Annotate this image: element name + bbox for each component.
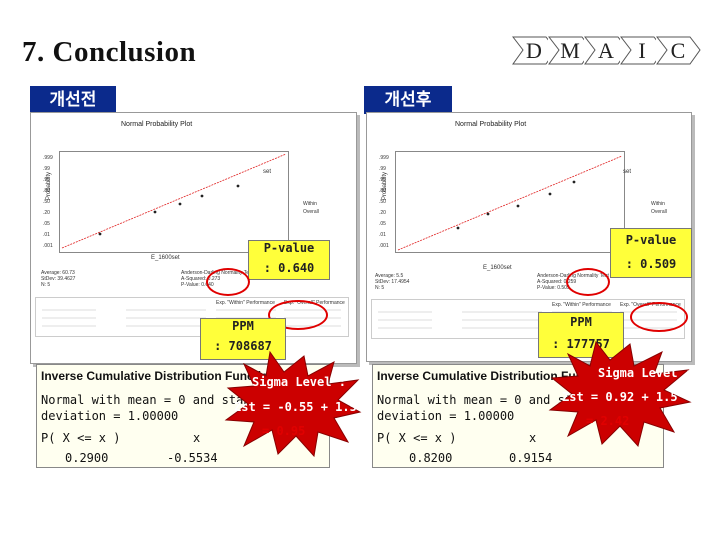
pvalue-callout: P-value : 0.640 [248,240,330,280]
sigma-formula: Zst = 0.92 + 1.5 [562,390,678,404]
x-axis-label: E_1600set [483,265,512,271]
data-point [572,180,576,184]
pvalue-highlight-ring [566,268,610,296]
y-ticks: .999.99.95.80.50.20.05.01.001 [43,155,53,249]
dmaic-step-c: C [656,36,701,65]
plot-title: Normal Probability Plot [121,121,193,128]
x-header: x [529,431,537,445]
data-point [98,232,102,236]
legend-overall: Overall [651,209,667,215]
data-point [178,202,182,206]
p-value-cell: 0.2900 [65,451,109,465]
sigma-formula: Zst = -0.55 + 1.5 [234,400,357,414]
dist-line-2: deviation = 1.00000 [377,409,515,423]
dist-line-1: Normal with mean = 0 and standard [41,393,280,407]
dist-line-2: deviation = 1.00000 [41,409,179,423]
x-value-cell: 0.9154 [509,451,553,465]
px-header: P( X <= x ) [377,431,457,445]
x-value-cell: -0.5534 [167,451,218,465]
stats-block: Average: 60.73 StDev: 39.4627 N: 5 [41,270,76,288]
page-title: 7. Conclusion [22,36,197,68]
legend-within: Within [651,201,665,207]
data-point [516,204,520,208]
dist-title: Inverse Cumulative Distribution Function [41,369,276,383]
ppm-highlight-ring [268,300,328,330]
series-label: set [623,169,632,175]
legend-within: Within [303,201,317,207]
px-header: P( X <= x ) [41,431,121,445]
probability-plot [395,151,625,253]
series-label: set [263,169,272,175]
legend-overall: Overall [303,209,319,215]
dmaic-progress: D M A I C [512,36,712,65]
plot-title: Normal Probability Plot [455,121,527,128]
sigma-label: Sigma Level : [598,366,692,380]
y-ticks: .999.99.95.80.50.20.05.01.001 [379,155,389,249]
data-point [236,184,240,188]
after-sigma-burst [548,340,692,448]
sigma-result: = 0.95 [262,424,306,438]
ppm-callout: PPM : 708687 [200,318,286,360]
stats-block: Average: 5.5 StDev: 17.4954 N: 5 [375,273,410,291]
sigma-result: = 2.42 [586,414,630,428]
before-tag: 개선전 [30,86,116,114]
x-header: x [193,431,201,445]
before-sigma-burst [224,350,362,458]
ppm-highlight-ring [630,302,688,332]
data-point [486,212,490,216]
dist-title: Inverse Cumulative Distribution Function [377,369,612,383]
probability-plot [59,151,289,253]
pvalue-highlight-ring [206,268,250,296]
after-tag: 개선후 [364,86,452,114]
pvalue-callout: P-value : 0.509 [610,228,692,278]
x-axis-label: E_1600set [151,255,180,261]
data-point [548,192,552,196]
p-value-cell: 0.8200 [409,451,453,465]
data-point [153,210,157,214]
sigma-label: Sigma Level : [252,375,346,389]
dist-line-1: Normal with mean = 0 and standard [377,393,616,407]
data-point [456,226,460,230]
data-point [200,194,204,198]
